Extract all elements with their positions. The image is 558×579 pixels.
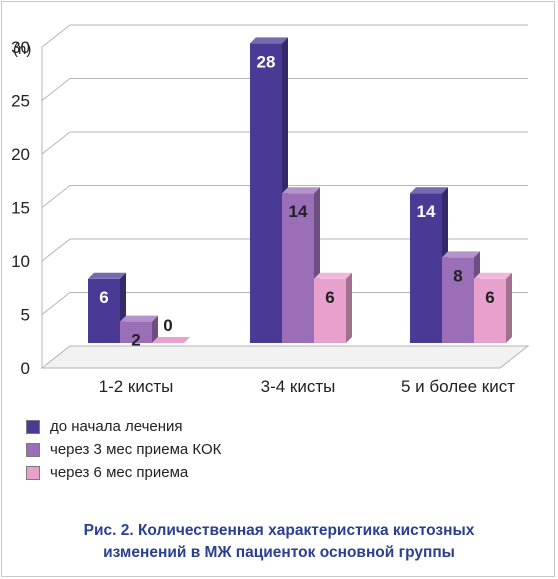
y-tick-label: 10 bbox=[11, 252, 30, 271]
data-label: 14 bbox=[289, 202, 308, 221]
legend-item: через 6 мес приема bbox=[26, 461, 221, 484]
gridline-depth bbox=[41, 24, 71, 48]
gridline-depth bbox=[41, 292, 71, 315]
bar-top bbox=[442, 251, 480, 258]
bar bbox=[88, 278, 120, 343]
gridline-depth bbox=[41, 238, 71, 262]
bar-top bbox=[474, 272, 512, 279]
legend-item: через 3 мес приема КОК bbox=[26, 438, 221, 461]
y-tick-label: 25 bbox=[11, 92, 30, 111]
bar-side bbox=[346, 272, 352, 343]
data-label: 6 bbox=[325, 288, 334, 307]
legend-item: до начала лечения bbox=[26, 415, 221, 438]
data-label: 8 bbox=[453, 266, 462, 285]
data-label: 2 bbox=[131, 331, 140, 350]
data-label: 6 bbox=[485, 288, 494, 307]
bar-top bbox=[282, 187, 320, 194]
y-tick-label: 0 bbox=[21, 359, 30, 378]
x-tick-label: 5 и более кист bbox=[401, 377, 515, 396]
legend-swatch bbox=[26, 465, 40, 480]
bar-top bbox=[410, 187, 448, 194]
bar-top bbox=[314, 272, 352, 279]
bar bbox=[410, 193, 442, 343]
gridline-depth bbox=[41, 131, 71, 155]
y-axis-label: (n) bbox=[13, 41, 31, 58]
bar bbox=[442, 257, 474, 343]
bar bbox=[250, 43, 282, 344]
y-tick-label: 30 bbox=[11, 38, 30, 57]
y-tick-label: 15 bbox=[11, 199, 30, 218]
bar bbox=[314, 278, 346, 343]
gridline-depth bbox=[41, 185, 71, 208]
bar-side bbox=[152, 315, 158, 343]
data-label: 0 bbox=[163, 316, 172, 335]
bar-top bbox=[152, 337, 190, 343]
bar-top bbox=[88, 272, 126, 279]
bar bbox=[282, 193, 314, 343]
legend-swatch bbox=[26, 442, 40, 457]
legend: до начала лечения через 3 мес приема КОК… bbox=[26, 415, 221, 484]
gridline-depth bbox=[41, 78, 71, 101]
bar-top bbox=[120, 315, 158, 322]
bar-side bbox=[506, 272, 512, 343]
chart-floor bbox=[40, 345, 530, 369]
caption-line: изменений в МЖ пациенток основной группы bbox=[103, 544, 455, 561]
bar-top bbox=[250, 37, 288, 44]
y-tick-label: 20 bbox=[11, 145, 30, 164]
figure-caption: Рис. 2. Количественная характеристика ки… bbox=[0, 520, 558, 564]
data-label: 28 bbox=[257, 52, 276, 71]
floor-plane bbox=[40, 345, 530, 369]
data-labels: 6 2 0 28 14 6 14 8 6 bbox=[99, 52, 494, 349]
bar bbox=[120, 321, 152, 343]
legend-label: до начала лечения bbox=[50, 418, 183, 435]
legend-label: через 3 мес приема КОК bbox=[50, 441, 222, 458]
bars bbox=[88, 37, 512, 344]
x-tick-label: 3-4 кисты bbox=[261, 377, 336, 396]
legend-label: через 6 мес приема bbox=[50, 464, 189, 481]
bar bbox=[474, 278, 506, 343]
x-tick-label: 1-2 кисты bbox=[99, 377, 174, 396]
data-label: 6 bbox=[99, 288, 108, 307]
y-tick-label: 5 bbox=[21, 306, 30, 325]
legend-swatch bbox=[26, 419, 40, 434]
data-label: 14 bbox=[417, 202, 436, 221]
caption-line: Рис. 2. Количественная характеристика ки… bbox=[83, 522, 475, 539]
